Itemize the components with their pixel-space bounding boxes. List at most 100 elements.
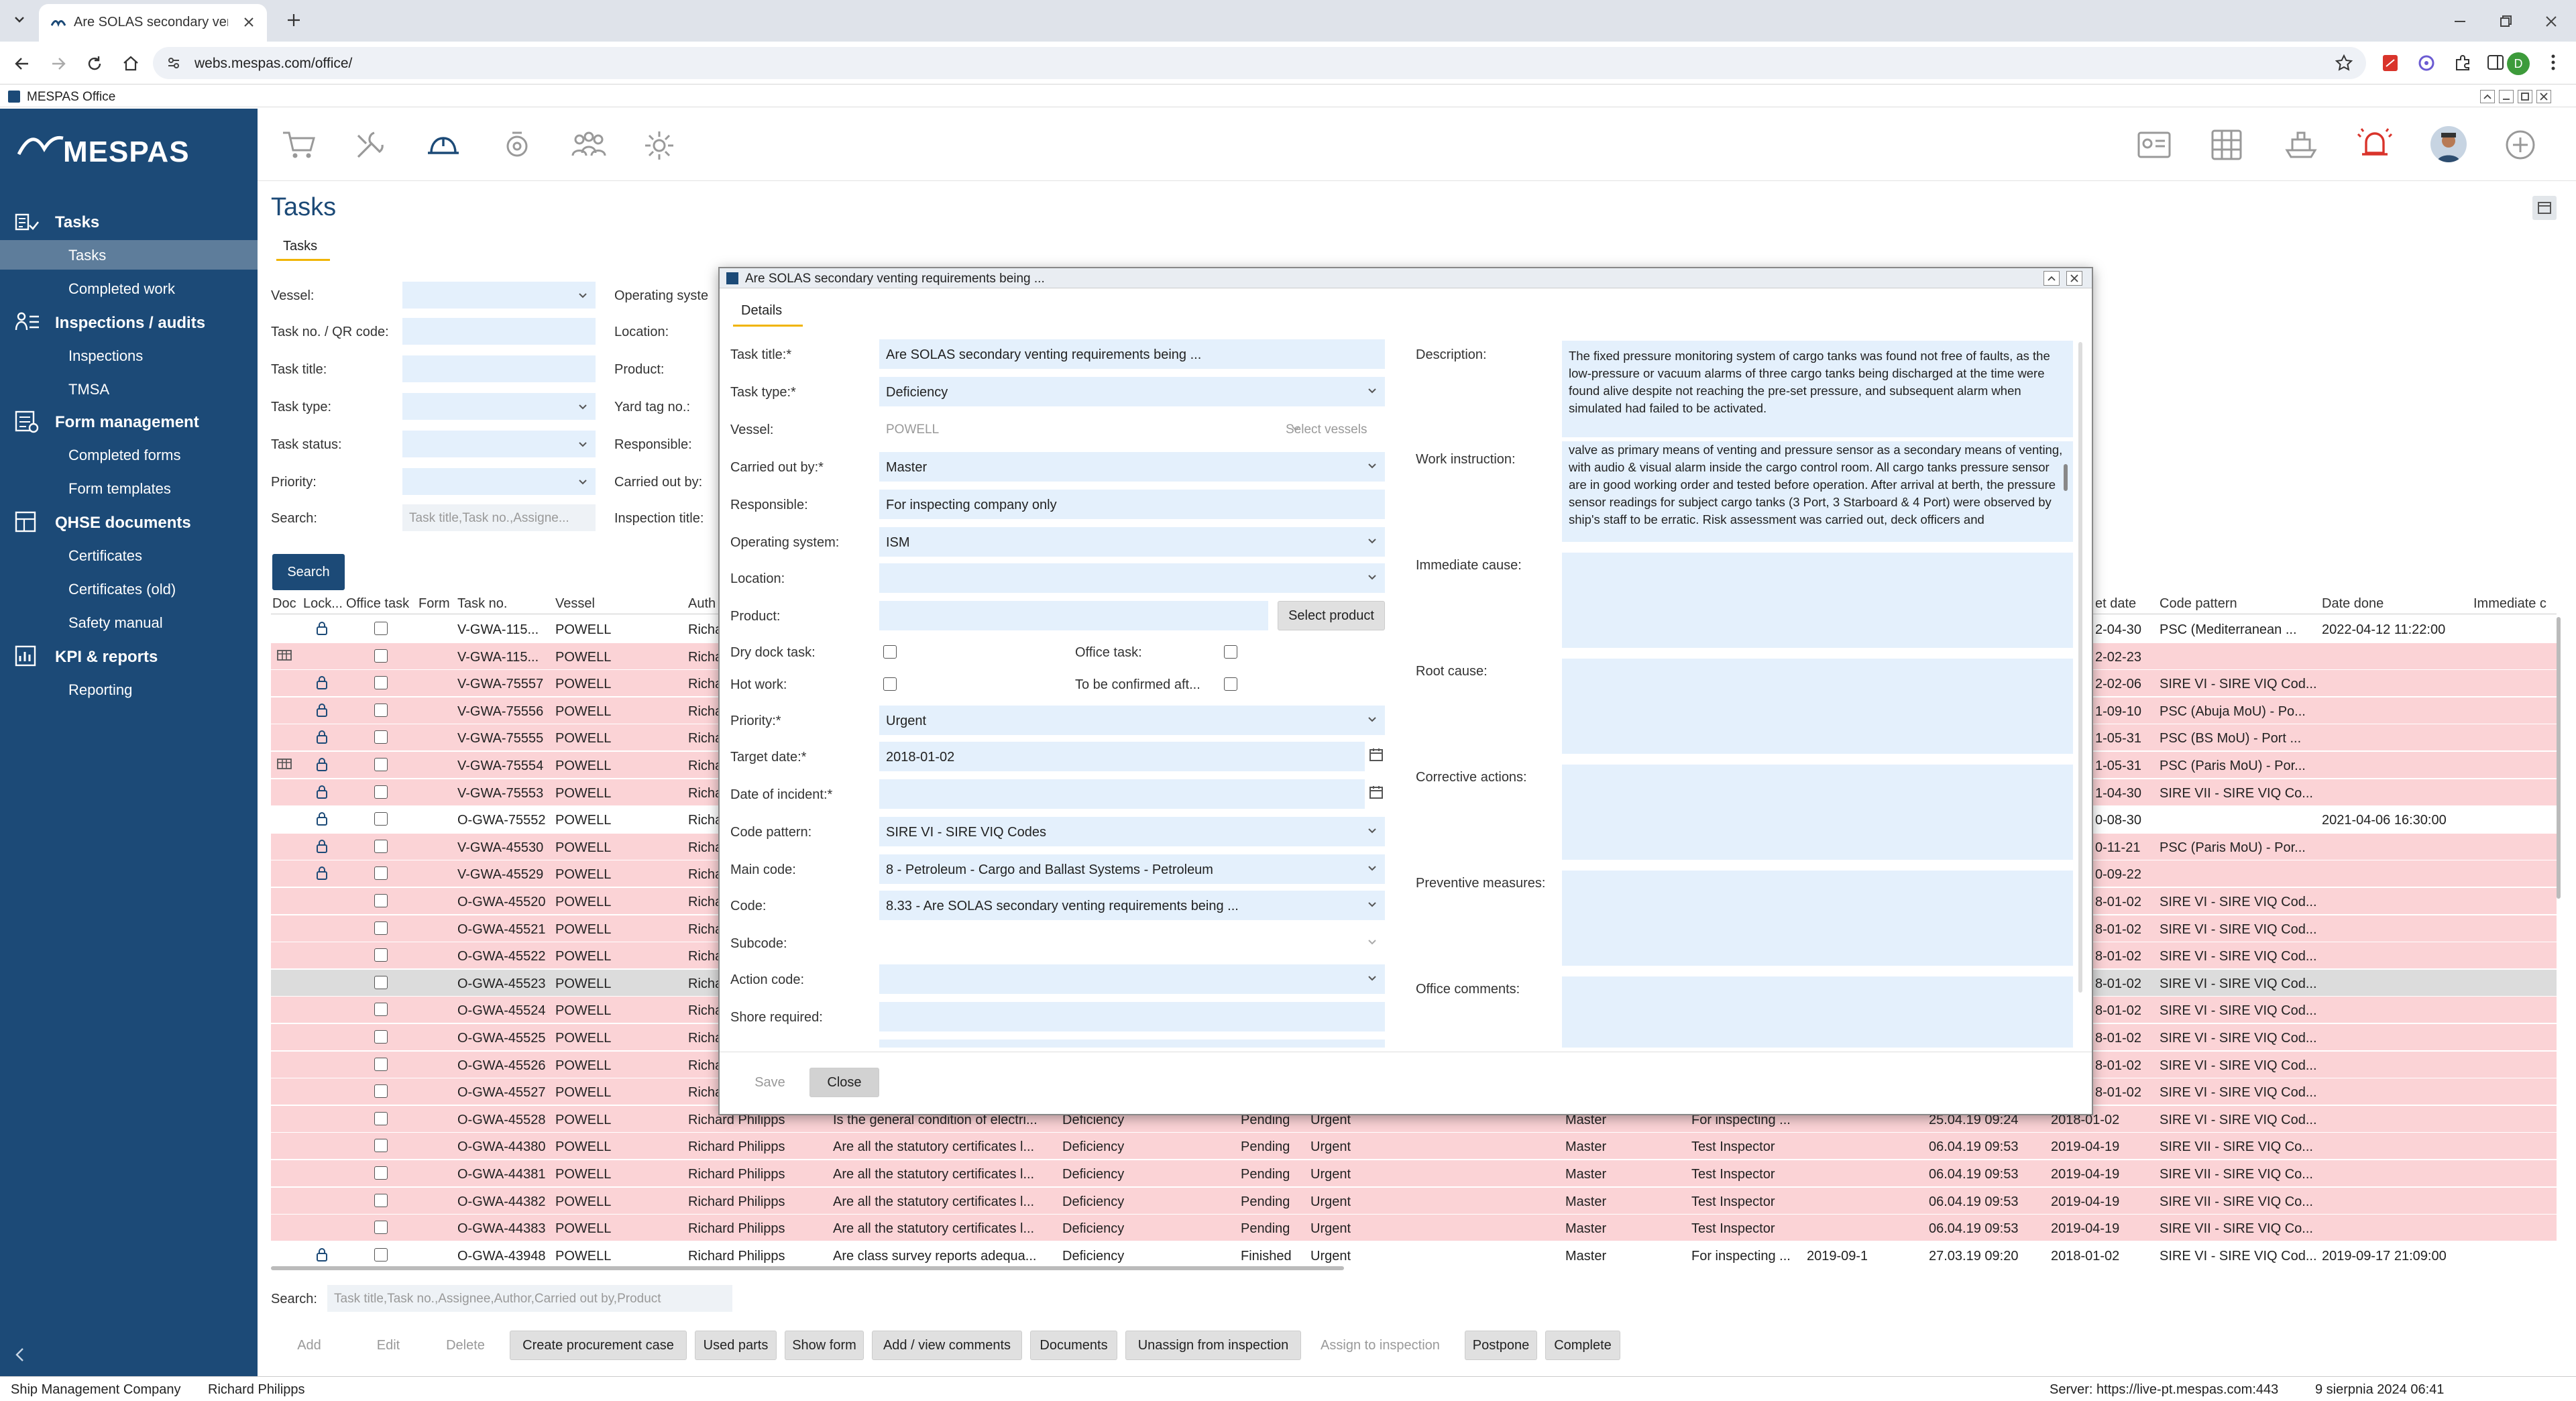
table-row[interactable]: O-GWA-44380 POWELL Richard Philipps Are all… [271, 1133, 2557, 1160]
dlg-hot-work-checkbox[interactable] [883, 677, 897, 691]
dlg-immediate-cause-textarea[interactable] [1562, 553, 2073, 648]
assign-to-inspection-button[interactable]: Assign to inspection [1321, 1337, 1440, 1353]
col-header-target-date[interactable]: et date [2095, 596, 2137, 611]
ship-icon[interactable] [2284, 129, 2318, 161]
browser-tab-active[interactable]: Are SOLAS secondary venting r... [39, 4, 267, 42]
app-minimize-icon[interactable] [2499, 90, 2514, 103]
dlg-select-vessels-link[interactable]: Select vessels [1286, 423, 1367, 437]
add-view-comments-button[interactable]: Add / view comments [872, 1331, 1022, 1360]
app-close-icon[interactable] [2536, 90, 2551, 103]
dlg-task-type-select[interactable]: Deficiency [879, 377, 1385, 406]
table-vertical-scrollbar[interactable] [2557, 617, 2561, 899]
office-task-checkbox[interactable] [374, 975, 388, 989]
priority-filter-select[interactable] [402, 468, 596, 495]
panel-toggle-icon[interactable] [2532, 196, 2557, 220]
browser-menu-icon[interactable] [2550, 52, 2557, 72]
office-task-checkbox[interactable] [374, 1111, 388, 1125]
sidebar-section-form-management[interactable]: Form management [55, 413, 199, 431]
col-header-office-task[interactable]: Office task [346, 596, 410, 611]
sidebar-section-tasks[interactable]: Tasks [55, 213, 100, 231]
office-task-checkbox[interactable] [374, 1193, 388, 1207]
dlg-dry-dock-checkbox[interactable] [883, 645, 897, 659]
reload-icon[interactable] [86, 55, 103, 72]
vessel-filter-select[interactable] [402, 282, 596, 309]
office-task-checkbox[interactable] [374, 622, 388, 635]
sidebar-section-qhse[interactable]: QHSE documents [55, 514, 191, 532]
table-row[interactable]: O-GWA-45528 POWELL Richard Philipps Is the … [271, 1105, 2557, 1132]
dlg-description-textarea[interactable]: The fixed pressure monitoring system of … [1562, 341, 2073, 437]
col-header-form[interactable]: Form [418, 596, 450, 611]
table-row[interactable]: O-GWA-44382 POWELL Richard Philipps Are all… [271, 1187, 2557, 1214]
search-button[interactable]: Search [272, 554, 345, 590]
dlg-main-code-select[interactable]: 8 - Petroleum - Cargo and Ballast System… [879, 854, 1385, 884]
office-task-checkbox[interactable] [374, 1057, 388, 1071]
dlg-target-date-input[interactable]: 2018-01-02 [879, 742, 1365, 771]
sidebar-item-safety-manual[interactable]: Safety manual [68, 614, 163, 631]
office-task-checkbox[interactable] [374, 1084, 388, 1099]
dashboard-grid-icon[interactable] [2210, 129, 2243, 161]
add-button[interactable]: Add [297, 1337, 321, 1353]
side-panel-icon[interactable] [2485, 52, 2506, 72]
dlg-save-button[interactable]: Save [754, 1074, 785, 1090]
sidebar-item-reporting[interactable]: Reporting [68, 681, 133, 698]
window-close-icon[interactable] [2543, 13, 2559, 30]
table-row[interactable]: O-GWA-44383 POWELL Richard Philipps Are all… [271, 1215, 2557, 1241]
alarm-bell-icon[interactable] [2357, 127, 2393, 161]
crew-people-icon[interactable] [570, 129, 608, 161]
forward-arrow-icon[interactable] [50, 55, 67, 72]
back-arrow-icon[interactable] [13, 55, 31, 72]
extension-circle-icon[interactable] [2417, 54, 2436, 72]
sidebar-item-certificates-old[interactable]: Certificates (old) [68, 581, 176, 598]
document-icon[interactable] [276, 649, 292, 662]
office-task-checkbox[interactable] [374, 894, 388, 907]
office-task-checkbox[interactable] [374, 758, 388, 771]
unassign-from-inspection-button[interactable]: Unassign from inspection [1125, 1331, 1301, 1360]
show-form-button[interactable]: Show form [785, 1331, 864, 1360]
bookmark-star-icon[interactable] [2335, 54, 2353, 72]
dialog-float-icon[interactable] [2043, 271, 2060, 286]
bottom-search-input[interactable]: Task title,Task no.,Assignee,Author,Carr… [327, 1285, 732, 1312]
documents-button[interactable]: Documents [1030, 1331, 1117, 1360]
col-header-code-pattern[interactable]: Code pattern [2160, 596, 2237, 611]
dlg-vessel-select[interactable]: POWELL [879, 414, 1308, 444]
create-procurement-case-button[interactable]: Create procurement case [510, 1331, 687, 1360]
sidebar-item-certificates[interactable]: Certificates [68, 547, 143, 564]
dlg-office-task-checkbox[interactable] [1224, 645, 1237, 659]
profile-avatar[interactable]: D [2507, 52, 2530, 75]
col-header-doc[interactable]: Doc [272, 596, 296, 611]
dlg-target-date-calendar-icon[interactable] [1369, 747, 1384, 762]
dlg-subcode-select[interactable] [879, 928, 1385, 958]
document-icon[interactable] [276, 757, 292, 771]
office-task-checkbox[interactable] [374, 1221, 388, 1235]
col-header-immediate-cause[interactable]: Immediate c [2473, 596, 2546, 611]
office-task-checkbox[interactable] [374, 1139, 388, 1153]
window-minimize-icon[interactable] [2452, 13, 2468, 30]
dlg-shore-required-input[interactable] [879, 1002, 1385, 1031]
tab-tasks[interactable]: Tasks [283, 239, 318, 254]
extensions-puzzle-icon[interactable] [2453, 54, 2472, 72]
site-info-icon[interactable] [166, 56, 181, 70]
dlg-close-button[interactable]: Close [809, 1068, 879, 1097]
postpone-button[interactable]: Postpone [1465, 1331, 1537, 1360]
tab-list-chevron-icon[interactable] [12, 12, 27, 27]
dlg-root-cause-textarea[interactable] [1562, 659, 2073, 754]
address-bar[interactable]: webs.mespas.com/office/ [153, 47, 2366, 79]
dlg-preventive-measures-textarea[interactable] [1562, 871, 2073, 966]
sidebar-item-inspections[interactable]: Inspections [68, 347, 144, 364]
office-task-checkbox[interactable] [374, 1003, 388, 1017]
edit-button[interactable]: Edit [376, 1337, 400, 1353]
safety-helmet-icon[interactable] [425, 129, 461, 161]
office-task-checkbox[interactable] [374, 1030, 388, 1044]
dlg-task-title-input[interactable]: Are SOLAS secondary venting requirements… [879, 339, 1385, 369]
office-task-checkbox[interactable] [374, 948, 388, 962]
task-no-filter-input[interactable] [402, 318, 596, 345]
dialog-tab-details[interactable]: Details [741, 303, 783, 318]
col-header-author[interactable]: Auth [688, 596, 716, 611]
dlg-action-code-select[interactable] [879, 964, 1385, 994]
dlg-incident-date-calendar-icon[interactable] [1369, 785, 1384, 799]
id-card-icon[interactable] [2137, 130, 2172, 160]
office-task-checkbox[interactable] [374, 1166, 388, 1180]
task-type-filter-select[interactable] [402, 393, 596, 420]
work-instruction-scrollbar[interactable] [2064, 464, 2068, 491]
dlg-date-of-incident-input[interactable] [879, 779, 1365, 809]
